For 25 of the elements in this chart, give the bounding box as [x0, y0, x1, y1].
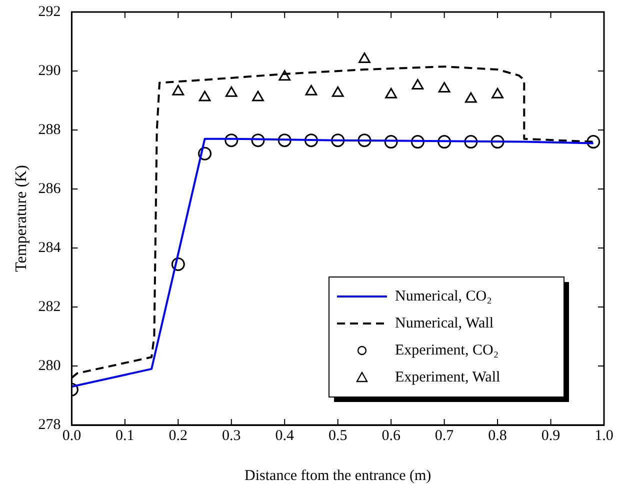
- legend-label: Experiment, CO₂: [395, 342, 499, 358]
- x-tick-label: 0.6: [382, 428, 401, 444]
- x-axis-title: Distance ftom the entrance (m): [244, 468, 432, 484]
- y-tick-label: 284: [38, 240, 62, 256]
- y-tick-label: 286: [38, 180, 62, 197]
- x-tick-label: 1.0: [594, 428, 614, 444]
- x-tick-label: 0.9: [541, 428, 560, 444]
- x-tick-label: 0.8: [488, 428, 507, 444]
- y-tick-label: 282: [38, 298, 61, 315]
- legend-label: Numerical, Wall: [395, 315, 494, 332]
- x-tick-label: 0.4: [275, 428, 294, 444]
- y-tick-label: 280: [38, 358, 61, 374]
- x-tick-label: 0.0: [62, 428, 82, 444]
- x-tick-label: 0.1: [116, 428, 134, 444]
- y-tick-label: 292: [38, 4, 61, 20]
- legend-label: Experiment, Wall: [395, 369, 500, 386]
- y-tick-label: 278: [38, 416, 61, 433]
- x-tick-label: 0.3: [222, 428, 241, 444]
- x-tick-label: 0.5: [328, 428, 348, 444]
- y-tick-label: 288: [38, 122, 61, 138]
- y-tick-label: 290: [38, 62, 61, 79]
- x-tick-label: 0.2: [168, 428, 188, 444]
- legend-label: Numerical, CO₂: [395, 288, 492, 304]
- x-tick-label: 0.7: [434, 428, 454, 444]
- y-axis-title: Temperature (K): [12, 165, 30, 272]
